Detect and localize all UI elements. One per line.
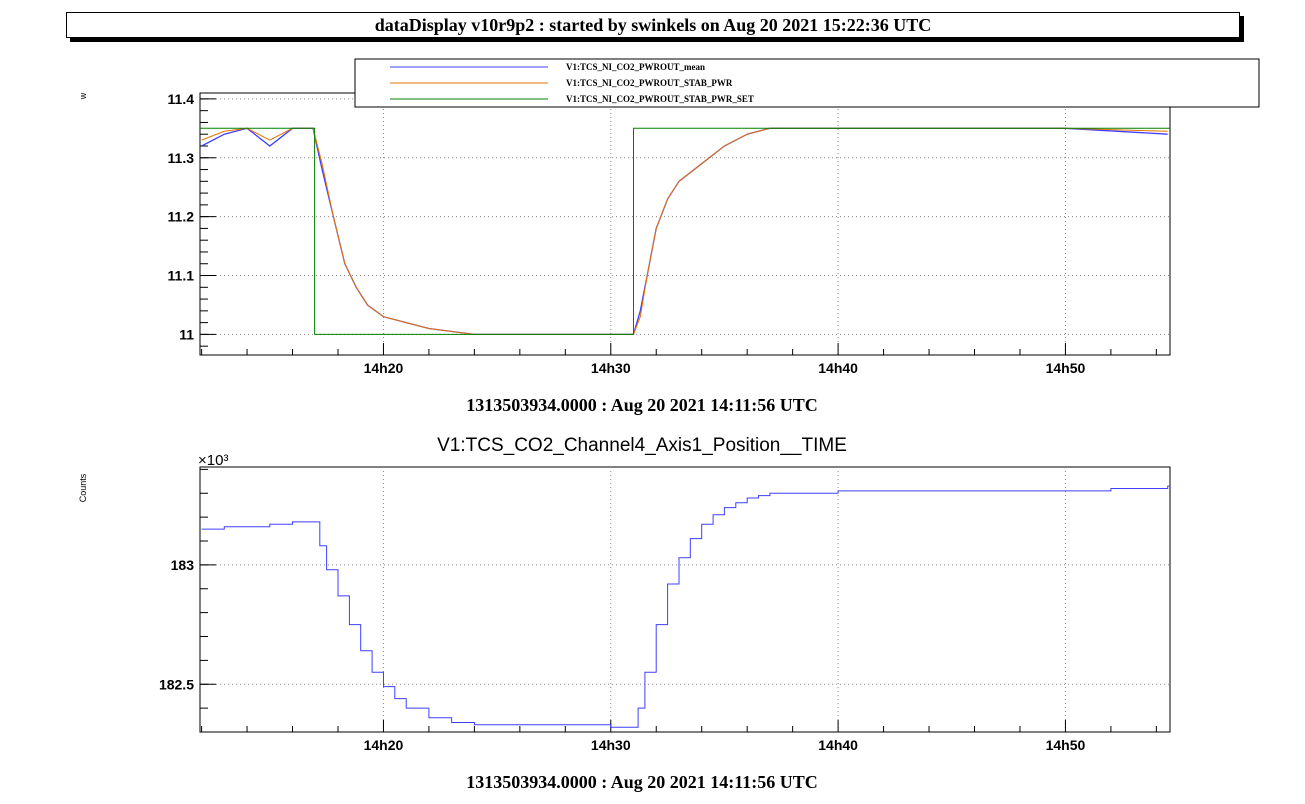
bottom-plot-series [201, 485, 1170, 728]
bottom-xtick-label: 14h30 [591, 737, 631, 753]
bottom-plot-title: V1:TCS_CO2_Channel4_Axis1_Position__TIME [437, 435, 847, 456]
top-ytick-label: 11.4 [168, 91, 195, 107]
top-ytick-label: 11.2 [168, 209, 195, 225]
top-plot-grid [200, 93, 1170, 355]
top-ytick-label: 11 [179, 326, 194, 342]
top-ytick-label: 11.3 [168, 150, 195, 166]
legend-entry-stab-pwr-set: V1:TCS_NI_CO2_PWROUT_STAB_PWR_SET [566, 94, 754, 104]
top-plot-frame [199, 92, 1171, 356]
top-plot-xlabel: 1313503934.0000 : Aug 20 2021 14:11:56 U… [466, 395, 818, 415]
bottom-plot-grid [200, 467, 1170, 732]
top-series-line-1 [201, 127, 1168, 335]
bottom-plot-frame [199, 466, 1171, 733]
bottom-plot-xlabel: 1313503934.0000 : Aug 20 2021 14:11:56 U… [466, 772, 818, 792]
bottom-ytick-label: 182.5 [159, 676, 194, 692]
top-xtick-label: 14h50 [1046, 360, 1086, 376]
bottom-xtick-label: 14h20 [364, 737, 404, 753]
bottom-xtick-label: 14h40 [818, 737, 858, 753]
bottom-plot-multiplier: ×10³ [198, 452, 228, 469]
window-title: dataDisplay v10r9p2 : started by swinkel… [66, 12, 1240, 38]
top-plot-legend: V1:TCS_NI_CO2_PWROUT_mean V1:TCS_NI_CO2_… [354, 58, 1260, 108]
top-series-line-2 [200, 127, 1170, 335]
legend-entry-stab-pwr: V1:TCS_NI_CO2_PWROUT_STAB_PWR [566, 78, 733, 88]
bottom-series-line-0 [201, 485, 1170, 728]
bottom-ytick-label: 183 [171, 557, 195, 573]
bottom-plot-ylabel: Counts [78, 473, 88, 502]
top-plot-ticks: 14h20 14h30 14h40 14h50 11 11.1 11.2 11.3 11.4 [168, 91, 1157, 376]
top-plot: 14h20 14h30 14h40 14h50 11 11.1 11.2 11.3 11.4 w… [78, 91, 1171, 415]
top-plot-ylabel: w [78, 92, 88, 100]
legend-entry-mean: V1:TCS_NI_CO2_PWROUT_mean [566, 62, 705, 72]
bottom-xtick-label: 14h50 [1046, 737, 1086, 753]
bottom-plot: V1:TCS_CO2_Channel4_Axis1_Position__TIME… [78, 435, 1171, 792]
top-xtick-label: 14h20 [364, 360, 404, 376]
top-ytick-label: 11.1 [168, 268, 195, 284]
top-series-line-0 [201, 127, 1168, 336]
top-plot-series [200, 127, 1170, 336]
bottom-plot-ticks: 14h20 14h30 14h40 14h50 182.5 183 [159, 468, 1157, 753]
top-xtick-label: 14h40 [818, 360, 858, 376]
top-xtick-label: 14h30 [591, 360, 631, 376]
